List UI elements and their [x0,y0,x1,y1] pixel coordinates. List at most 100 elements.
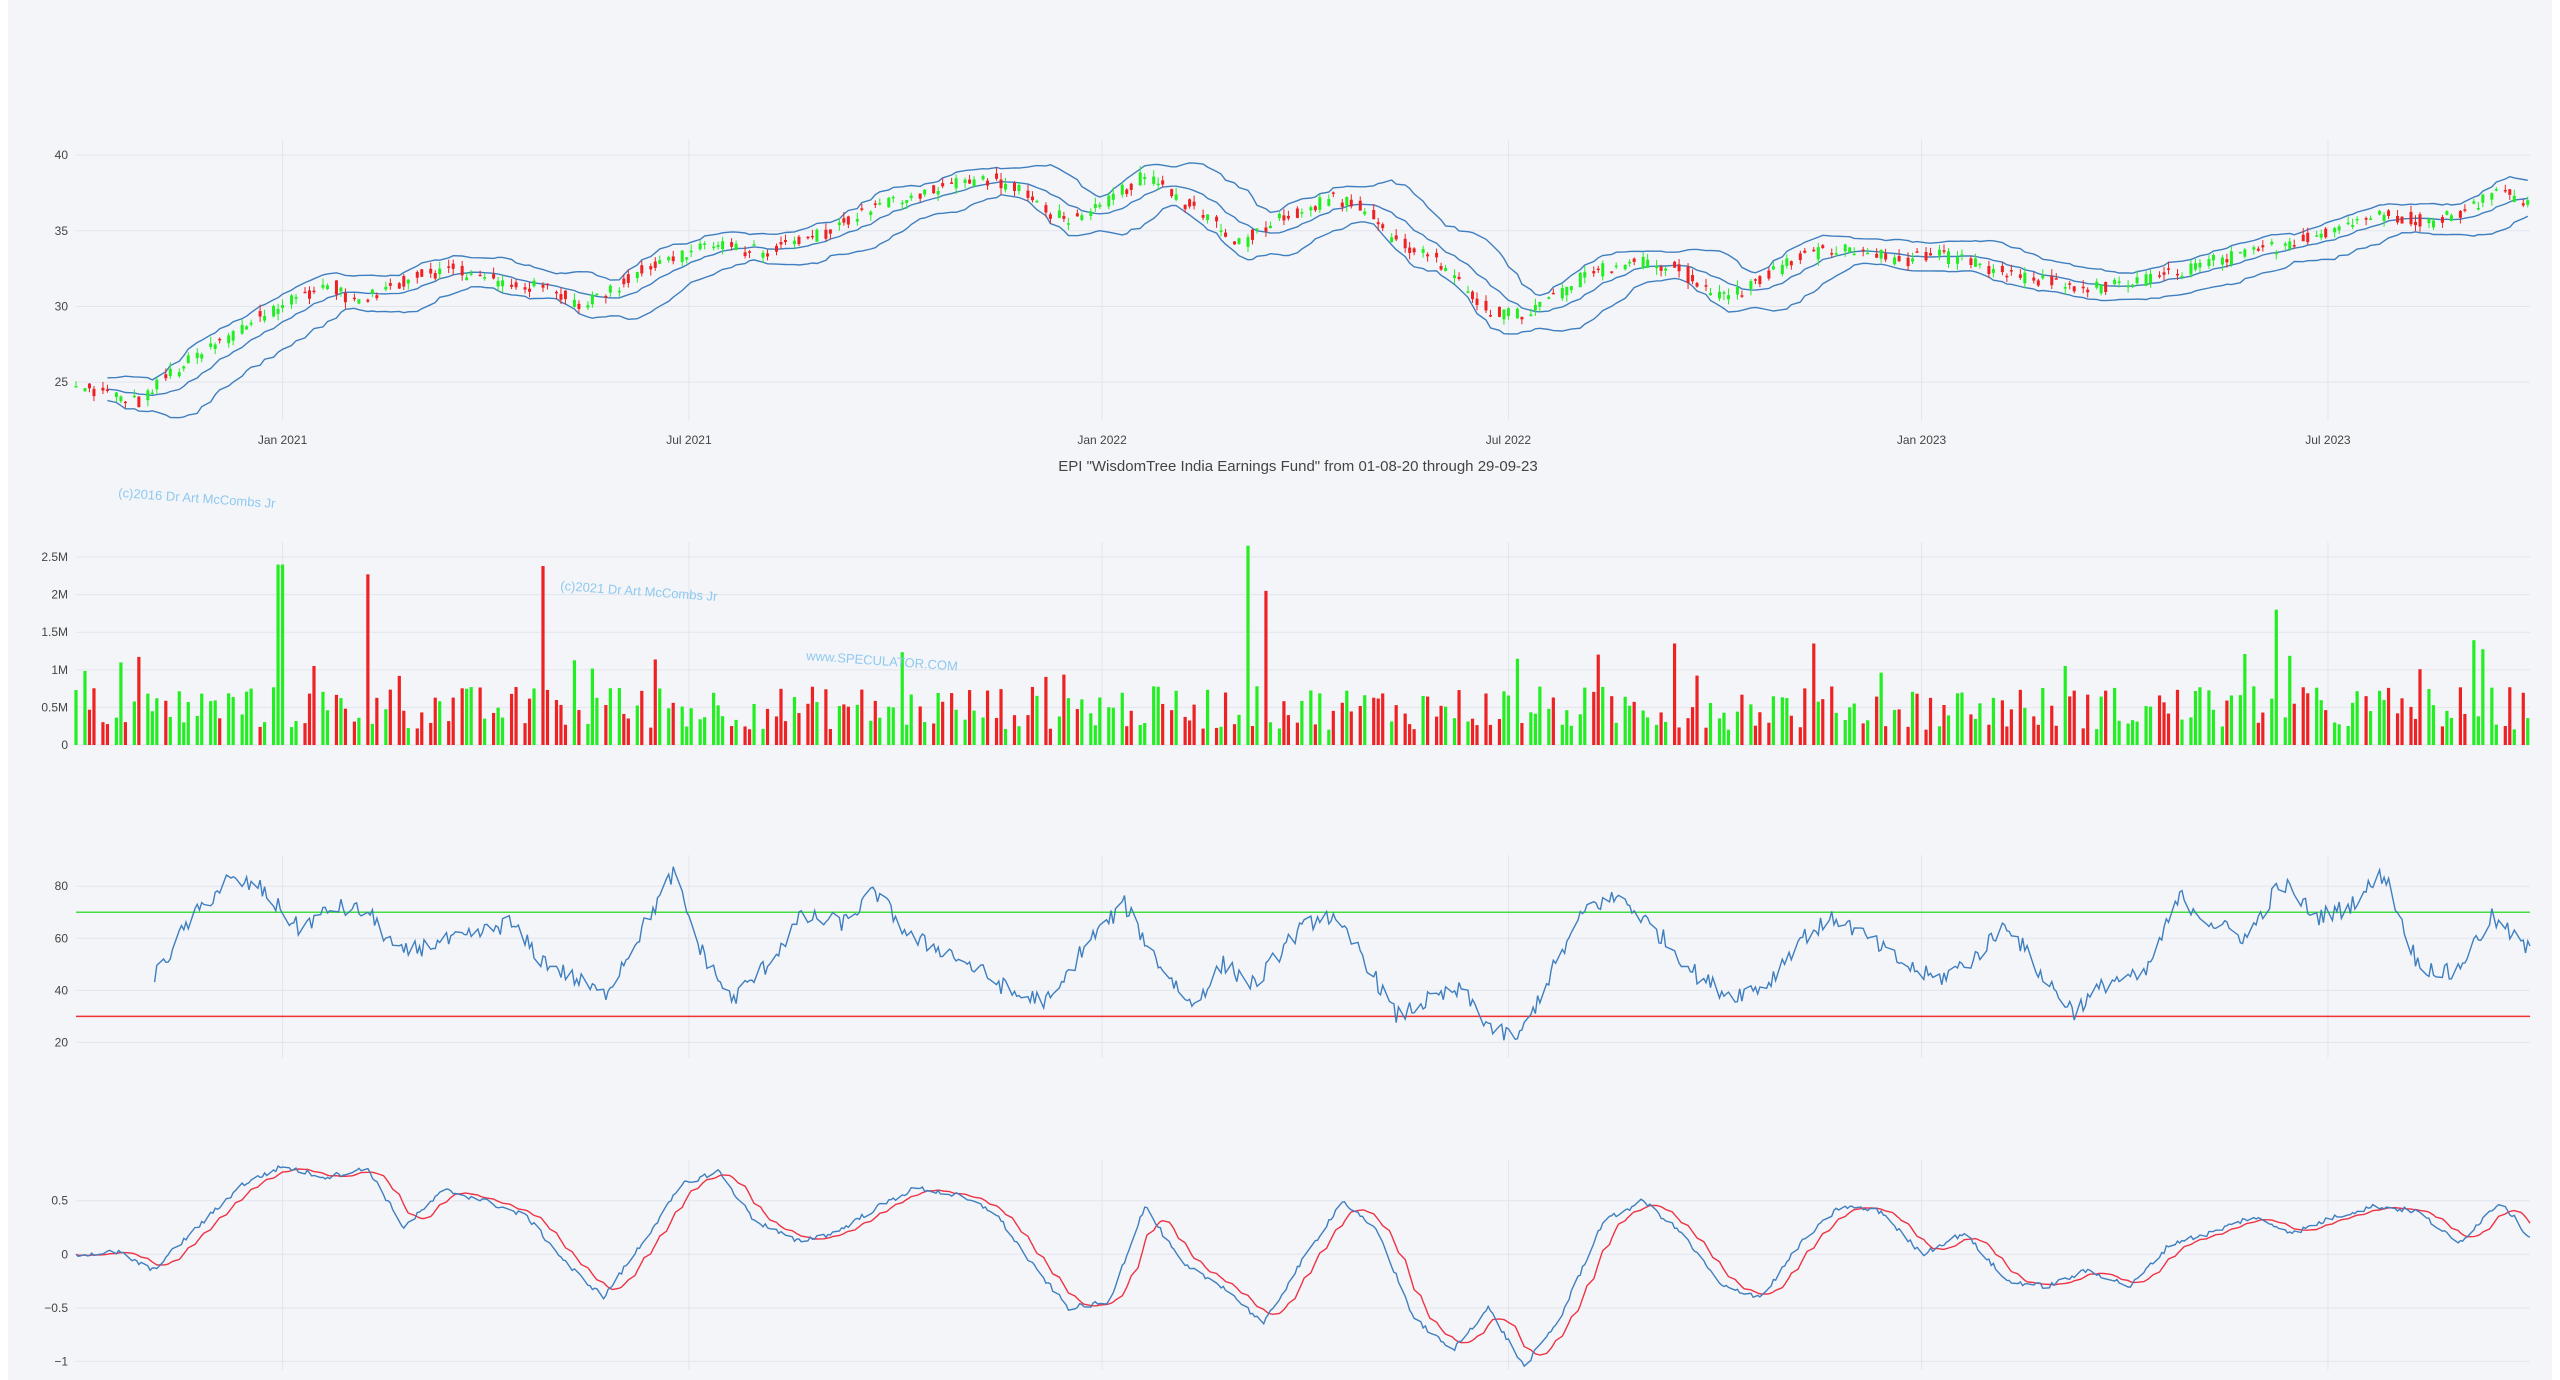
volume-bar [2476,716,2480,745]
volume-bar [2032,716,2036,745]
volume-bar [312,665,316,745]
price-candle [2072,286,2076,292]
price-candle [2036,280,2040,286]
volume-bar [2351,702,2355,745]
price-x-tick-label: Jul 2021 [666,433,712,447]
volume-bar [1075,709,1079,745]
volume-bar [1412,729,1416,745]
price-candle [2319,233,2323,238]
price-candle [1255,228,1259,230]
volume-bar [1789,715,1793,745]
price-candle [1026,190,1030,198]
volume-bar [146,693,150,745]
price-candle [352,297,356,300]
price-candle [1484,300,1488,311]
rsi-line [153,866,2531,1041]
price-candle [2521,203,2525,206]
price-candle [1372,209,1376,220]
volume-bar [2270,698,2274,745]
volume-bar [271,687,276,745]
volume-bar [1978,703,1982,745]
volume-bar [1138,725,1142,745]
price-candle [1457,276,1461,280]
price-candle [2220,257,2224,265]
volume-bar [240,714,244,745]
osc-y-tick-label: 0 [61,1247,68,1261]
volume-bar [1821,699,1825,745]
volume-bar [2148,706,2153,745]
price-candle [182,366,186,369]
volume-bar [1677,727,1681,745]
volume-bar [640,690,644,745]
price-candle [1107,195,1111,207]
price-candle [586,305,590,308]
price-candle [1309,207,1313,211]
price-candle [1560,288,1564,299]
volume-bar [963,719,967,745]
price-candle [923,189,927,195]
price-candle [2315,235,2319,237]
volume-bar [2117,720,2121,745]
volume-bar [325,710,330,745]
volume-bar [887,706,891,745]
price-candle [1987,266,1991,274]
price-candle [667,257,671,261]
volume-bar [483,718,487,745]
price-candle [2193,263,2197,270]
volume-bar [572,660,577,745]
volume-bar [1686,718,1690,745]
volume-bar [101,722,105,745]
volume-bar [384,709,388,745]
price-candle [1735,287,1739,295]
price-x-tick-label: Jan 2023 [1897,433,1947,447]
price-candle [1318,197,1322,210]
price-candle [1632,258,1636,262]
volume-bar [1057,716,1061,745]
price-candle [496,280,500,287]
price-candle [1771,266,1775,270]
price-candle [1812,249,1816,252]
price-candle [986,180,990,186]
volume-bar [1798,727,1802,745]
volume-bar [1143,722,1147,745]
price-candle [2104,282,2108,292]
price-candle [869,211,873,215]
volume-bar [545,689,550,745]
volume-bar [2252,686,2256,745]
volume-bar [941,701,945,745]
volume-bar [1533,713,1537,745]
volume-bar [2144,706,2148,745]
volume-bar [1704,727,1708,745]
volume-bar [339,698,343,745]
price-candle [712,246,716,249]
price-candle [1403,238,1407,249]
price-candle [469,273,473,275]
volume-bar [1592,691,1596,745]
price-candle [545,283,549,286]
price-candle [905,200,909,203]
volume-bar [2377,690,2382,745]
price-candle [1803,250,1807,253]
volume-bar [1331,710,1335,745]
price-candle [1282,215,1286,221]
price-candle [653,261,657,268]
price-candle [2337,226,2341,231]
oscillator-line [75,1165,2531,1368]
price-candle [2400,216,2404,224]
volume-bar [200,693,204,745]
price-candle [114,392,118,398]
volume-bar [698,719,702,745]
price-candle [195,352,199,359]
price-candle [240,324,244,334]
price-candle [2252,247,2256,250]
volume-bar [1623,696,1627,745]
price-candle [433,273,437,279]
volume-bar [1390,721,1394,745]
volume-bar [2243,654,2247,745]
volume-bar [729,726,734,745]
price-candle [1879,249,1883,259]
volume-bar [2104,690,2108,745]
volume-bar [182,722,186,745]
volume-bar [1646,717,1650,745]
osc-y-tick-label: 0.5 [51,1194,68,1208]
